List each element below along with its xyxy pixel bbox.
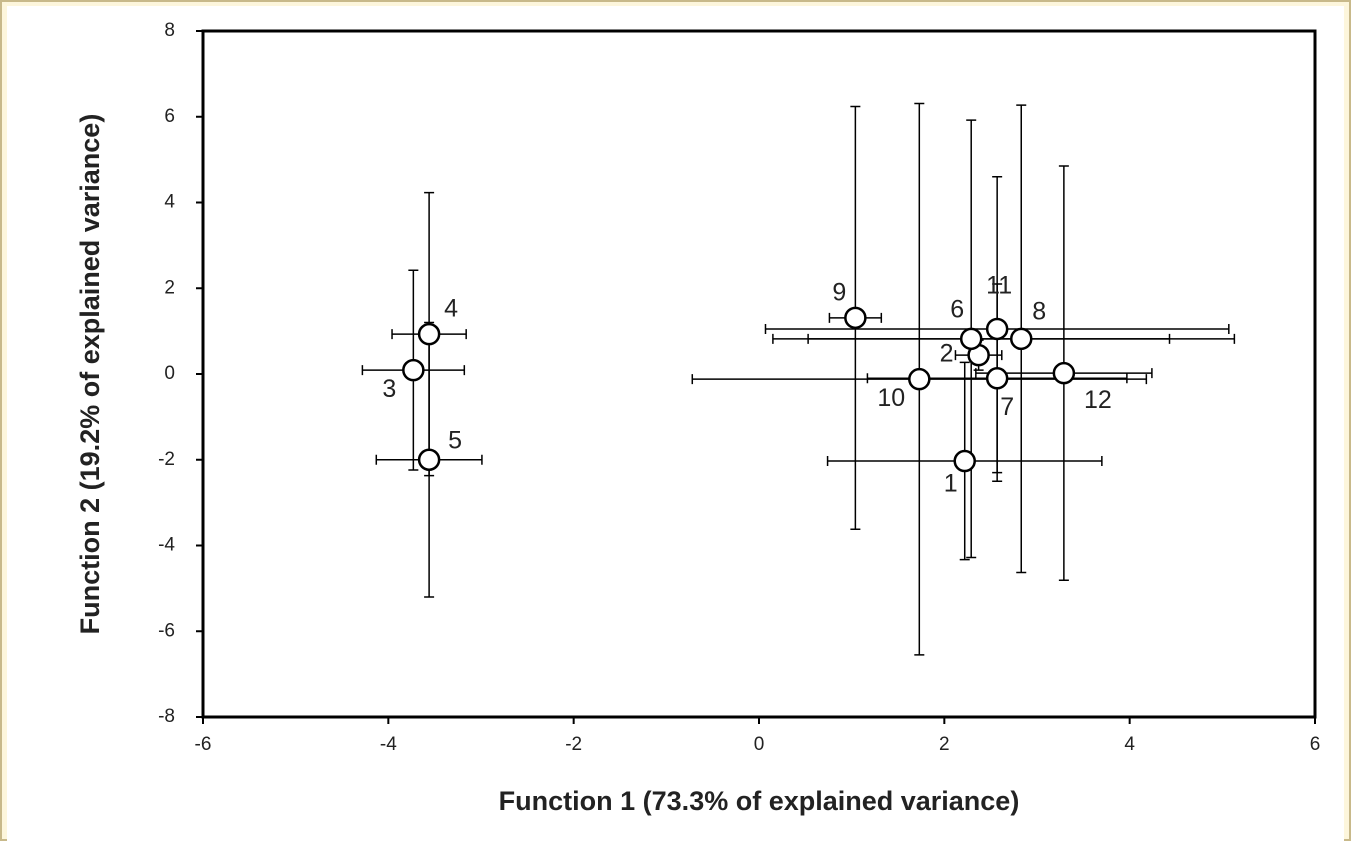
y-tick-label: -6	[158, 620, 175, 641]
x-tick-label: 0	[754, 734, 765, 755]
point-label: 5	[448, 426, 462, 454]
x-axis-label: Function 1 (73.3% of explained variance)	[499, 786, 1020, 816]
point-label: 9	[832, 278, 846, 306]
point-label: 6	[950, 295, 964, 323]
point	[1052, 361, 1076, 385]
y-tick-label: 2	[164, 277, 175, 298]
point	[908, 367, 931, 391]
point	[417, 448, 441, 471]
y-axis-label: Function 2 (19.2% of explained variance)	[75, 114, 105, 635]
x-tick-label: -2	[565, 734, 582, 755]
x-tick-label: -6	[195, 734, 212, 755]
point-label: 1	[944, 470, 958, 498]
point	[1009, 327, 1033, 351]
canvas	[7, 6, 1344, 841]
y-tick-label: -4	[158, 535, 175, 556]
point-label: 12	[1084, 386, 1112, 414]
point	[402, 358, 425, 382]
x-tick-label: -4	[380, 734, 397, 755]
point-label: 3	[382, 375, 396, 403]
point	[985, 367, 1009, 390]
y-tick-label: 4	[164, 192, 175, 213]
y-tick-label: 6	[164, 106, 175, 127]
y-tick-label: 0	[164, 363, 175, 384]
point-label: 11	[986, 272, 1012, 300]
y-tick-label: 8	[164, 20, 175, 41]
point-label: 4	[444, 295, 458, 323]
point-label: 10	[877, 384, 905, 412]
x-tick-label: 2	[939, 734, 950, 755]
y-tick-label: -8	[158, 706, 175, 727]
point	[959, 327, 983, 351]
point	[417, 322, 441, 346]
point-label: 8	[1032, 297, 1046, 325]
x-tick-label: 6	[1310, 734, 1321, 755]
x-tick-label: 4	[1124, 734, 1135, 755]
point	[844, 306, 867, 330]
point	[985, 317, 1009, 341]
point-label: 7	[1000, 393, 1014, 421]
point	[953, 449, 976, 473]
y-tick-label: -2	[158, 449, 175, 470]
point-label: 2	[940, 340, 954, 368]
